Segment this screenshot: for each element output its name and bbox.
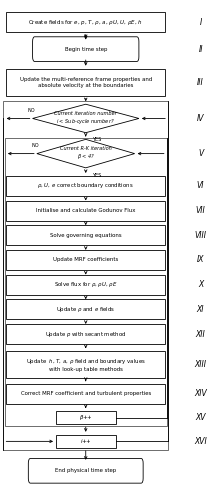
Text: Update the multi-reference frame properties and
absolute velocity at the boundar: Update the multi-reference frame propert… bbox=[20, 77, 152, 88]
Text: $i$++: $i$++ bbox=[80, 438, 92, 446]
Text: Update $p$ with secant method: Update $p$ with secant method bbox=[45, 330, 126, 338]
FancyBboxPatch shape bbox=[6, 384, 165, 404]
Text: VII: VII bbox=[196, 206, 205, 215]
FancyBboxPatch shape bbox=[28, 458, 143, 483]
Text: XVI: XVI bbox=[194, 437, 207, 446]
Text: Solve flux for $\rho$, $\rho U$, $\rho E$: Solve flux for $\rho$, $\rho U$, $\rho E… bbox=[54, 280, 117, 289]
Polygon shape bbox=[37, 140, 135, 168]
Text: XV: XV bbox=[195, 413, 206, 422]
Text: Initialise and calculate Godunov Flux: Initialise and calculate Godunov Flux bbox=[36, 208, 135, 213]
Text: IV: IV bbox=[197, 114, 204, 123]
Text: Update MRF coefficients: Update MRF coefficients bbox=[53, 258, 118, 262]
Text: $\beta$++: $\beta$++ bbox=[79, 413, 93, 422]
Text: End physical time step: End physical time step bbox=[55, 468, 116, 473]
FancyBboxPatch shape bbox=[6, 274, 165, 294]
Text: NO: NO bbox=[28, 108, 35, 113]
Text: Solve governing equations: Solve governing equations bbox=[50, 233, 122, 238]
FancyBboxPatch shape bbox=[6, 250, 165, 270]
Text: XIII: XIII bbox=[195, 360, 207, 369]
Polygon shape bbox=[33, 104, 139, 132]
Text: Update  $h$, $T$, $a$, $\rho$ field and boundary values
with look-up table metho: Update $h$, $T$, $a$, $\rho$ field and b… bbox=[26, 357, 146, 372]
FancyBboxPatch shape bbox=[6, 351, 165, 378]
Text: $\rho$, $U$, $e$ correct boundary conditions: $\rho$, $U$, $e$ correct boundary condit… bbox=[37, 182, 134, 190]
FancyBboxPatch shape bbox=[33, 37, 139, 62]
FancyBboxPatch shape bbox=[6, 68, 165, 96]
Text: Create fields for $e$, $p$, $T$, $\rho$, $a$, $\rho U$, $U$, $\rho E$, $h$: Create fields for $e$, $p$, $T$, $\rho$,… bbox=[28, 18, 143, 26]
Text: Begin time step: Begin time step bbox=[65, 46, 107, 52]
FancyBboxPatch shape bbox=[6, 12, 165, 32]
Text: Current iteration number
$i$ < Sub-cycle number?: Current iteration number $i$ < Sub-cycle… bbox=[54, 111, 117, 126]
Text: I: I bbox=[199, 18, 202, 26]
FancyBboxPatch shape bbox=[6, 176, 165, 196]
FancyBboxPatch shape bbox=[6, 300, 165, 320]
Text: V: V bbox=[198, 149, 203, 158]
Text: X: X bbox=[198, 280, 203, 289]
Text: VIII: VIII bbox=[195, 231, 207, 240]
Text: Correct MRF coefficient and turbulent properties: Correct MRF coefficient and turbulent pr… bbox=[21, 392, 151, 396]
Text: III: III bbox=[197, 78, 204, 87]
Text: XIV: XIV bbox=[194, 390, 207, 398]
Text: II: II bbox=[198, 44, 203, 54]
Text: Update $\rho$ and $e$ fields: Update $\rho$ and $e$ fields bbox=[56, 305, 115, 314]
Text: YES: YES bbox=[92, 172, 101, 178]
FancyBboxPatch shape bbox=[6, 226, 165, 246]
FancyBboxPatch shape bbox=[6, 324, 165, 344]
FancyBboxPatch shape bbox=[6, 200, 165, 220]
Text: XI: XI bbox=[197, 305, 204, 314]
Text: NO: NO bbox=[32, 143, 40, 148]
FancyBboxPatch shape bbox=[56, 411, 116, 424]
Text: VI: VI bbox=[197, 182, 204, 190]
Text: YES: YES bbox=[92, 138, 101, 142]
Text: Current R-K iteration
$\beta$ < 4?: Current R-K iteration $\beta$ < 4? bbox=[60, 146, 112, 161]
Text: XII: XII bbox=[196, 330, 205, 338]
FancyBboxPatch shape bbox=[56, 434, 116, 448]
Text: IX: IX bbox=[197, 256, 204, 264]
